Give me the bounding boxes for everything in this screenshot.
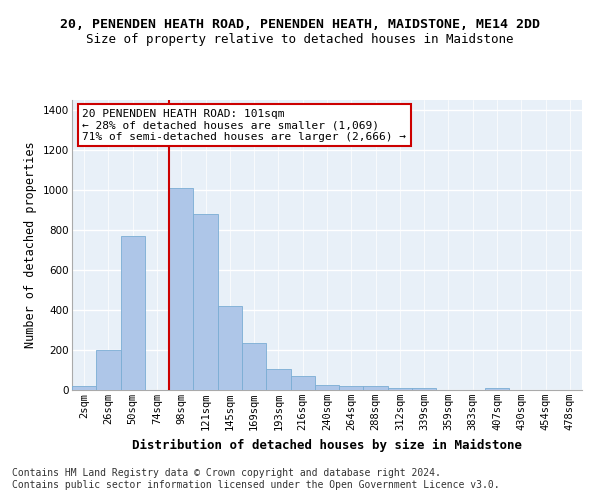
X-axis label: Distribution of detached houses by size in Maidstone: Distribution of detached houses by size …	[132, 438, 522, 452]
Y-axis label: Number of detached properties: Number of detached properties	[25, 142, 37, 348]
Bar	[364, 386, 388, 390]
Bar	[315, 385, 339, 390]
Text: 20 PENENDEN HEATH ROAD: 101sqm
← 28% of detached houses are smaller (1,069)
71% : 20 PENENDEN HEATH ROAD: 101sqm ← 28% of …	[82, 108, 406, 142]
Bar	[339, 386, 364, 390]
Bar	[485, 388, 509, 390]
Text: Contains public sector information licensed under the Open Government Licence v3: Contains public sector information licen…	[12, 480, 500, 490]
Bar	[266, 369, 290, 390]
Bar	[290, 376, 315, 390]
Bar	[72, 386, 96, 390]
Bar	[388, 388, 412, 390]
Text: Contains HM Land Registry data © Crown copyright and database right 2024.: Contains HM Land Registry data © Crown c…	[12, 468, 441, 477]
Text: Size of property relative to detached houses in Maidstone: Size of property relative to detached ho…	[86, 32, 514, 46]
Bar	[96, 350, 121, 390]
Bar	[193, 214, 218, 390]
Bar	[218, 306, 242, 390]
Bar	[242, 343, 266, 390]
Bar	[121, 236, 145, 390]
Bar	[412, 388, 436, 390]
Text: 20, PENENDEN HEATH ROAD, PENENDEN HEATH, MAIDSTONE, ME14 2DD: 20, PENENDEN HEATH ROAD, PENENDEN HEATH,…	[60, 18, 540, 30]
Bar	[169, 188, 193, 390]
